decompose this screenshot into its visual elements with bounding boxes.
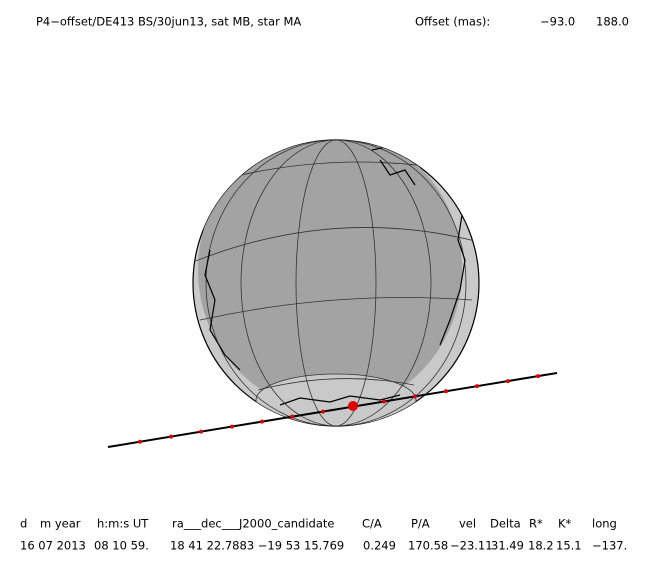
table-cell: 18 41 22.7883 −19 53 15.769 <box>170 539 344 553</box>
table-header: h:m:s UT <box>97 517 149 531</box>
path-dot <box>444 389 448 394</box>
table-header: Delta <box>490 517 521 531</box>
path-dot <box>413 394 417 399</box>
title: P4−offset/DE413 BS/30jun13, sat MB, star… <box>36 15 301 29</box>
table-cell: 170.58 <box>408 539 448 553</box>
path-points <box>138 374 540 444</box>
path-dot <box>230 424 234 429</box>
table-header: P/A <box>411 517 430 531</box>
table-header: vel <box>459 517 476 531</box>
offset-value: −93.0 <box>540 15 575 29</box>
table-header: R* <box>529 517 543 531</box>
table-cell: −137. <box>592 539 627 553</box>
path-dot <box>169 434 173 439</box>
path-dot <box>475 384 479 389</box>
path-dot <box>536 374 540 379</box>
path-dot <box>321 409 325 414</box>
path-dot <box>290 414 294 419</box>
globe <box>192 139 480 427</box>
table-header: d <box>20 517 27 531</box>
table-cell: 0.249 <box>363 539 396 553</box>
path-dot <box>199 429 203 434</box>
graticule <box>193 140 479 426</box>
path-dot <box>382 399 386 404</box>
closest-approach <box>348 401 358 411</box>
night-side <box>198 140 462 410</box>
table-cell: −23.11 <box>450 539 493 553</box>
shadow-path <box>107 372 558 448</box>
table-header: long <box>592 517 617 531</box>
table-cell: 18.2 <box>528 539 554 553</box>
table-cell: 16 07 2013 <box>20 539 86 553</box>
path-dot <box>506 379 510 384</box>
offset-value: 188.0 <box>596 15 629 29</box>
offset-label: Offset (mas): <box>415 15 490 29</box>
path-dot <box>138 439 142 444</box>
table-header: C/A <box>362 517 382 531</box>
path-dot <box>260 419 264 424</box>
table-cell: 08 10 59. <box>94 539 149 553</box>
table-cell: 15.1 <box>556 539 582 553</box>
table-header: K* <box>558 517 572 531</box>
table-cell: 31.49 <box>491 539 524 553</box>
table-header: ra___dec___J2000_candidate <box>172 517 334 531</box>
table-header: m year <box>40 517 81 531</box>
